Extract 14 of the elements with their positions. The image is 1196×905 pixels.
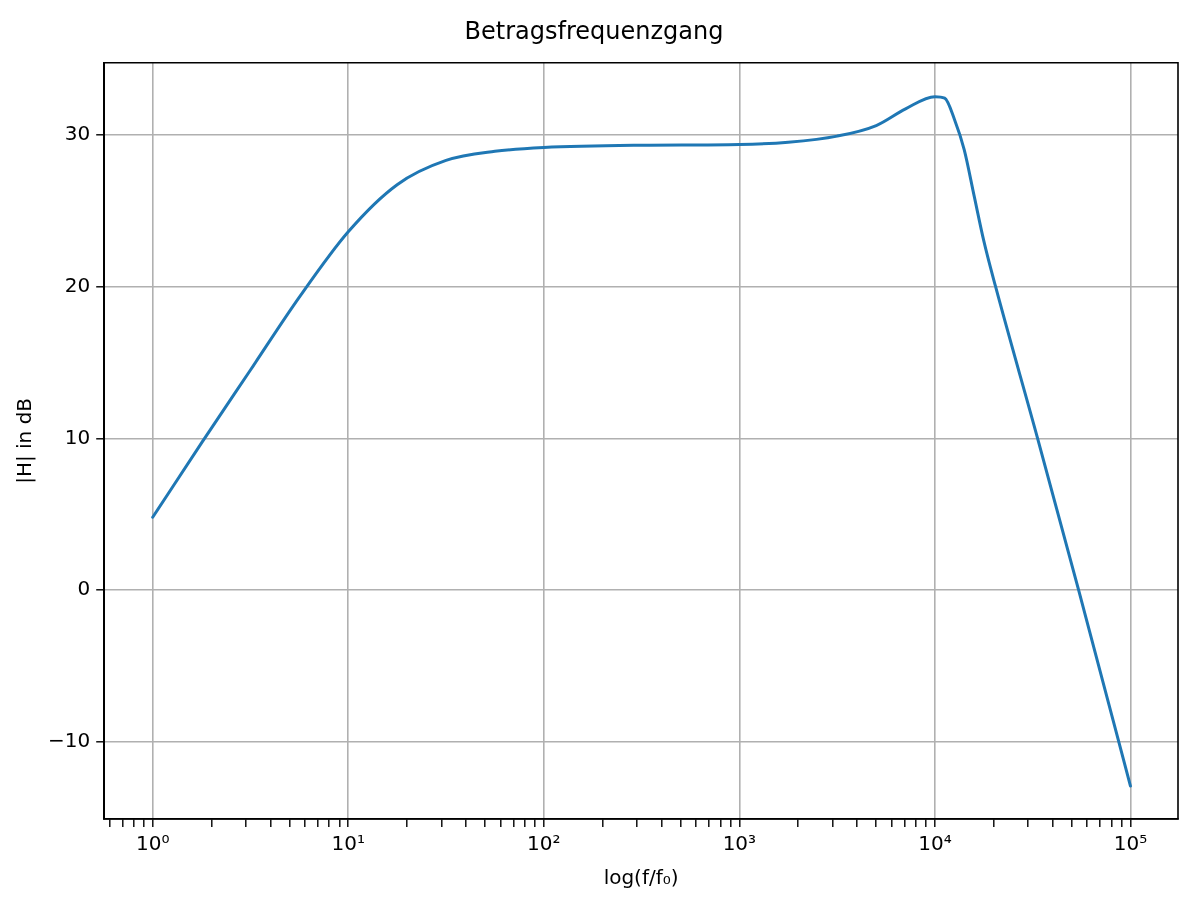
x-tick-label: 10¹ (331, 831, 365, 856)
chart-title: Betragsfrequenzgang (464, 16, 724, 45)
x-tick-label: 10⁰ (135, 831, 170, 856)
x-axis-title: log(f/f₀) (603, 865, 679, 890)
y-tick-label: 30 (64, 120, 91, 145)
x-tick-label: 10³ (722, 831, 757, 856)
x-tick-label: 10⁵ (1113, 831, 1148, 856)
y-axis-title: |H| in dB (12, 397, 37, 484)
y-tick-label: 10 (64, 424, 91, 449)
x-tick-label: 10⁴ (918, 831, 952, 856)
y-tick-label: −10 (47, 728, 91, 753)
x-tick-label: 10² (527, 831, 561, 856)
y-tick-label: 20 (64, 272, 91, 297)
y-tick-label: 0 (77, 576, 91, 601)
